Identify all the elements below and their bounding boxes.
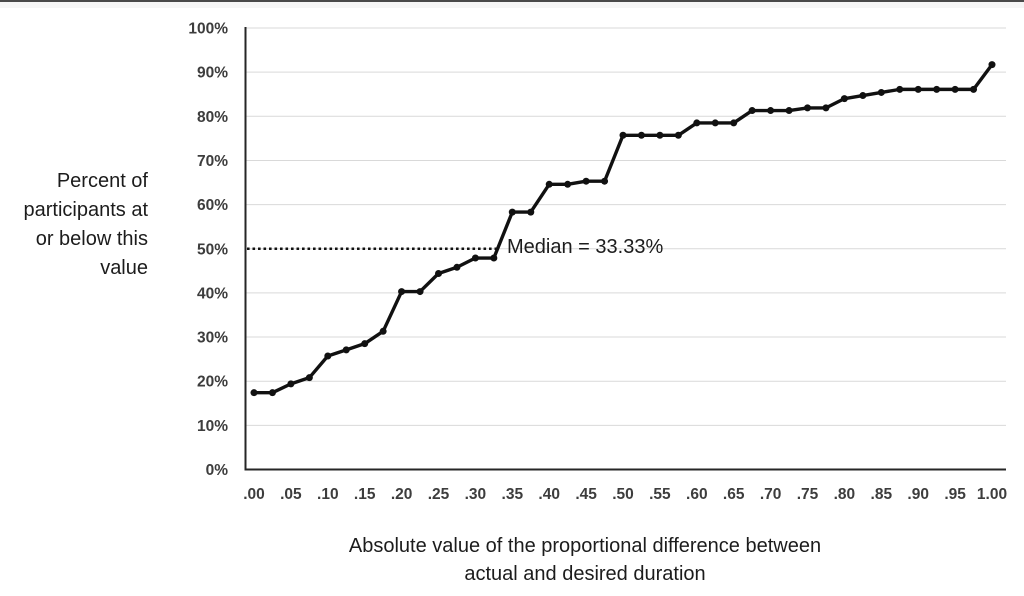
data-point-marker bbox=[564, 180, 572, 188]
y-tick-label: 0% bbox=[206, 462, 229, 479]
x-tick-label: .70 bbox=[760, 486, 782, 503]
page-top-edge bbox=[0, 0, 1024, 8]
data-point-marker bbox=[361, 340, 369, 348]
data-point-marker bbox=[435, 269, 442, 277]
y-tick-label: 40% bbox=[197, 285, 228, 302]
x-tick-label: .25 bbox=[428, 486, 450, 503]
data-point-marker bbox=[508, 208, 516, 216]
data-point-marker bbox=[896, 85, 904, 93]
data-point-marker bbox=[582, 177, 590, 185]
y-tick-label: 50% bbox=[197, 241, 228, 258]
data-point-marker bbox=[933, 85, 941, 93]
data-point-marker bbox=[416, 288, 424, 296]
data-point-marker bbox=[601, 177, 609, 185]
y-tick-label: 90% bbox=[197, 65, 228, 82]
x-tick-label: .30 bbox=[465, 486, 487, 503]
x-tick-label: .00 bbox=[243, 486, 265, 503]
data-point-marker bbox=[785, 107, 793, 115]
data-point-marker bbox=[398, 288, 406, 296]
y-tick-label: 30% bbox=[197, 330, 228, 347]
x-tick-label: .50 bbox=[612, 486, 634, 503]
y-tick-label: 100% bbox=[188, 21, 228, 38]
data-point-marker bbox=[730, 119, 738, 127]
data-point-marker bbox=[840, 95, 848, 103]
data-point-marker bbox=[545, 180, 553, 188]
data-point-marker bbox=[822, 104, 830, 112]
y-tick-label: 70% bbox=[197, 153, 228, 170]
data-point-marker bbox=[767, 107, 775, 115]
data-point-marker bbox=[379, 327, 387, 335]
data-point-marker bbox=[951, 85, 959, 93]
x-tick-label: .75 bbox=[797, 486, 819, 503]
data-point-marker bbox=[619, 131, 627, 139]
y-tick-label: 60% bbox=[197, 197, 228, 214]
x-tick-label: .45 bbox=[575, 486, 597, 503]
x-axis-title: Absolute value of the proportional diffe… bbox=[348, 535, 822, 585]
x-tick-label: .20 bbox=[391, 486, 413, 503]
x-tick-label: .35 bbox=[502, 486, 524, 503]
data-point-marker bbox=[324, 352, 332, 360]
data-point-marker bbox=[914, 85, 922, 93]
x-tick-label: .95 bbox=[944, 486, 966, 503]
data-point-marker bbox=[674, 131, 682, 139]
data-point-marker bbox=[490, 254, 498, 262]
x-tick-label: 1.00 bbox=[977, 486, 1007, 503]
data-point-marker bbox=[305, 374, 313, 382]
data-point-marker bbox=[268, 389, 276, 397]
x-tick-label: .65 bbox=[723, 486, 745, 503]
data-point-marker bbox=[804, 104, 811, 112]
x-tick-label: .05 bbox=[280, 486, 302, 503]
data-point-marker bbox=[748, 107, 756, 115]
x-tick-label: .10 bbox=[317, 486, 339, 503]
data-point-marker bbox=[711, 119, 719, 127]
y-axis-title: Percent of participants at or below this… bbox=[23, 170, 148, 279]
x-tick-label: .40 bbox=[538, 486, 560, 503]
median-annotation-label: Median = 33.33% bbox=[507, 236, 664, 258]
data-point-marker bbox=[471, 254, 479, 262]
y-tick-label: 10% bbox=[197, 418, 228, 435]
data-point-marker bbox=[970, 85, 978, 93]
y-tick-label: 20% bbox=[197, 374, 228, 391]
data-point-marker bbox=[877, 88, 885, 96]
data-point-marker bbox=[693, 119, 701, 127]
data-point-marker bbox=[637, 131, 645, 139]
x-tick-label: .55 bbox=[649, 486, 671, 503]
data-point-marker bbox=[656, 131, 664, 139]
x-tick-label: .15 bbox=[354, 486, 376, 503]
data-point-marker bbox=[859, 92, 867, 100]
x-tick-label: .90 bbox=[907, 486, 929, 503]
x-tick-label: .85 bbox=[871, 486, 893, 503]
data-point-marker bbox=[287, 380, 295, 388]
data-point-marker bbox=[342, 346, 350, 354]
y-tick-label: 80% bbox=[197, 109, 228, 126]
x-tick-label: .80 bbox=[834, 486, 856, 503]
data-point-marker bbox=[453, 263, 461, 271]
data-point-marker bbox=[988, 61, 996, 69]
data-point-marker bbox=[527, 208, 535, 216]
data-point-marker bbox=[250, 389, 258, 397]
x-tick-label: .60 bbox=[686, 486, 708, 503]
